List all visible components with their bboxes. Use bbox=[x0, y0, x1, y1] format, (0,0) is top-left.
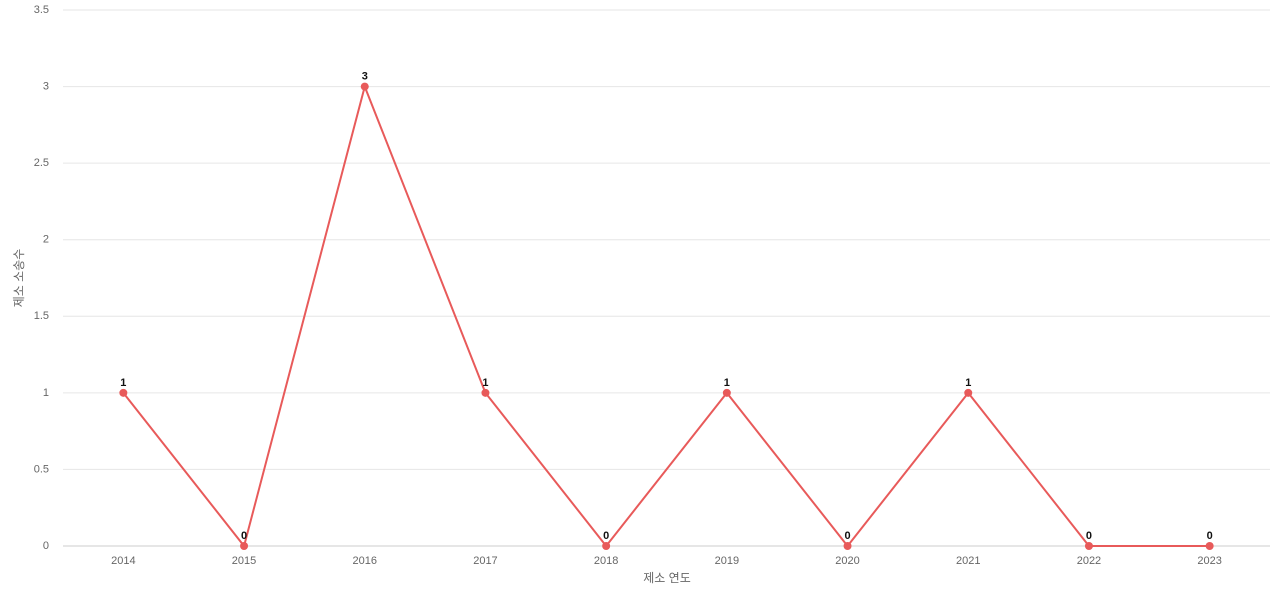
y-tick-label: 0.5 bbox=[34, 463, 49, 475]
point bbox=[119, 388, 128, 397]
x-tick-label: 2016 bbox=[353, 555, 377, 567]
point bbox=[964, 388, 973, 397]
x-tick-label: 2017 bbox=[473, 555, 497, 567]
data-label: 0 bbox=[844, 530, 850, 542]
data-label: 0 bbox=[1207, 530, 1213, 542]
x-tick-label: 2023 bbox=[1197, 555, 1221, 567]
x-tick-label: 2014 bbox=[111, 555, 135, 567]
x-tick-label: 2018 bbox=[594, 555, 618, 567]
x-axis-title: 제소 연도 bbox=[643, 571, 691, 585]
point bbox=[1205, 542, 1214, 550]
x-tick-label: 2022 bbox=[1077, 555, 1101, 567]
y-axis-title: 제소 소송수 bbox=[12, 249, 26, 308]
y-tick-label: 2 bbox=[43, 234, 49, 246]
point bbox=[602, 542, 611, 550]
point bbox=[1084, 542, 1093, 550]
x-tick-label: 2021 bbox=[956, 555, 980, 567]
line bbox=[122, 83, 1210, 549]
data-label: 0 bbox=[603, 530, 609, 542]
data-label: 0 bbox=[1086, 530, 1092, 542]
point bbox=[481, 388, 490, 397]
y-tick-label: 1.5 bbox=[34, 310, 49, 322]
y-tick-label: 3.5 bbox=[34, 4, 49, 16]
x-tick-label: 2020 bbox=[835, 555, 859, 567]
y-tick-label: 2.5 bbox=[34, 157, 49, 169]
data-label: 1 bbox=[965, 377, 971, 389]
data-label: 1 bbox=[120, 377, 126, 389]
data-label: 3 bbox=[362, 70, 368, 82]
y-tick-label: 0 bbox=[43, 540, 49, 552]
data-label: 1 bbox=[482, 377, 488, 389]
point bbox=[360, 82, 369, 91]
point bbox=[240, 542, 249, 550]
point bbox=[722, 388, 731, 397]
x-tick-label: 2015 bbox=[232, 555, 256, 567]
data-label: 0 bbox=[241, 530, 247, 542]
y-tick-label: 1 bbox=[43, 387, 49, 399]
point bbox=[843, 542, 852, 550]
y-tick-label: 3 bbox=[43, 80, 49, 92]
data-label: 1 bbox=[724, 377, 730, 389]
x-tick-label: 2019 bbox=[715, 555, 739, 567]
